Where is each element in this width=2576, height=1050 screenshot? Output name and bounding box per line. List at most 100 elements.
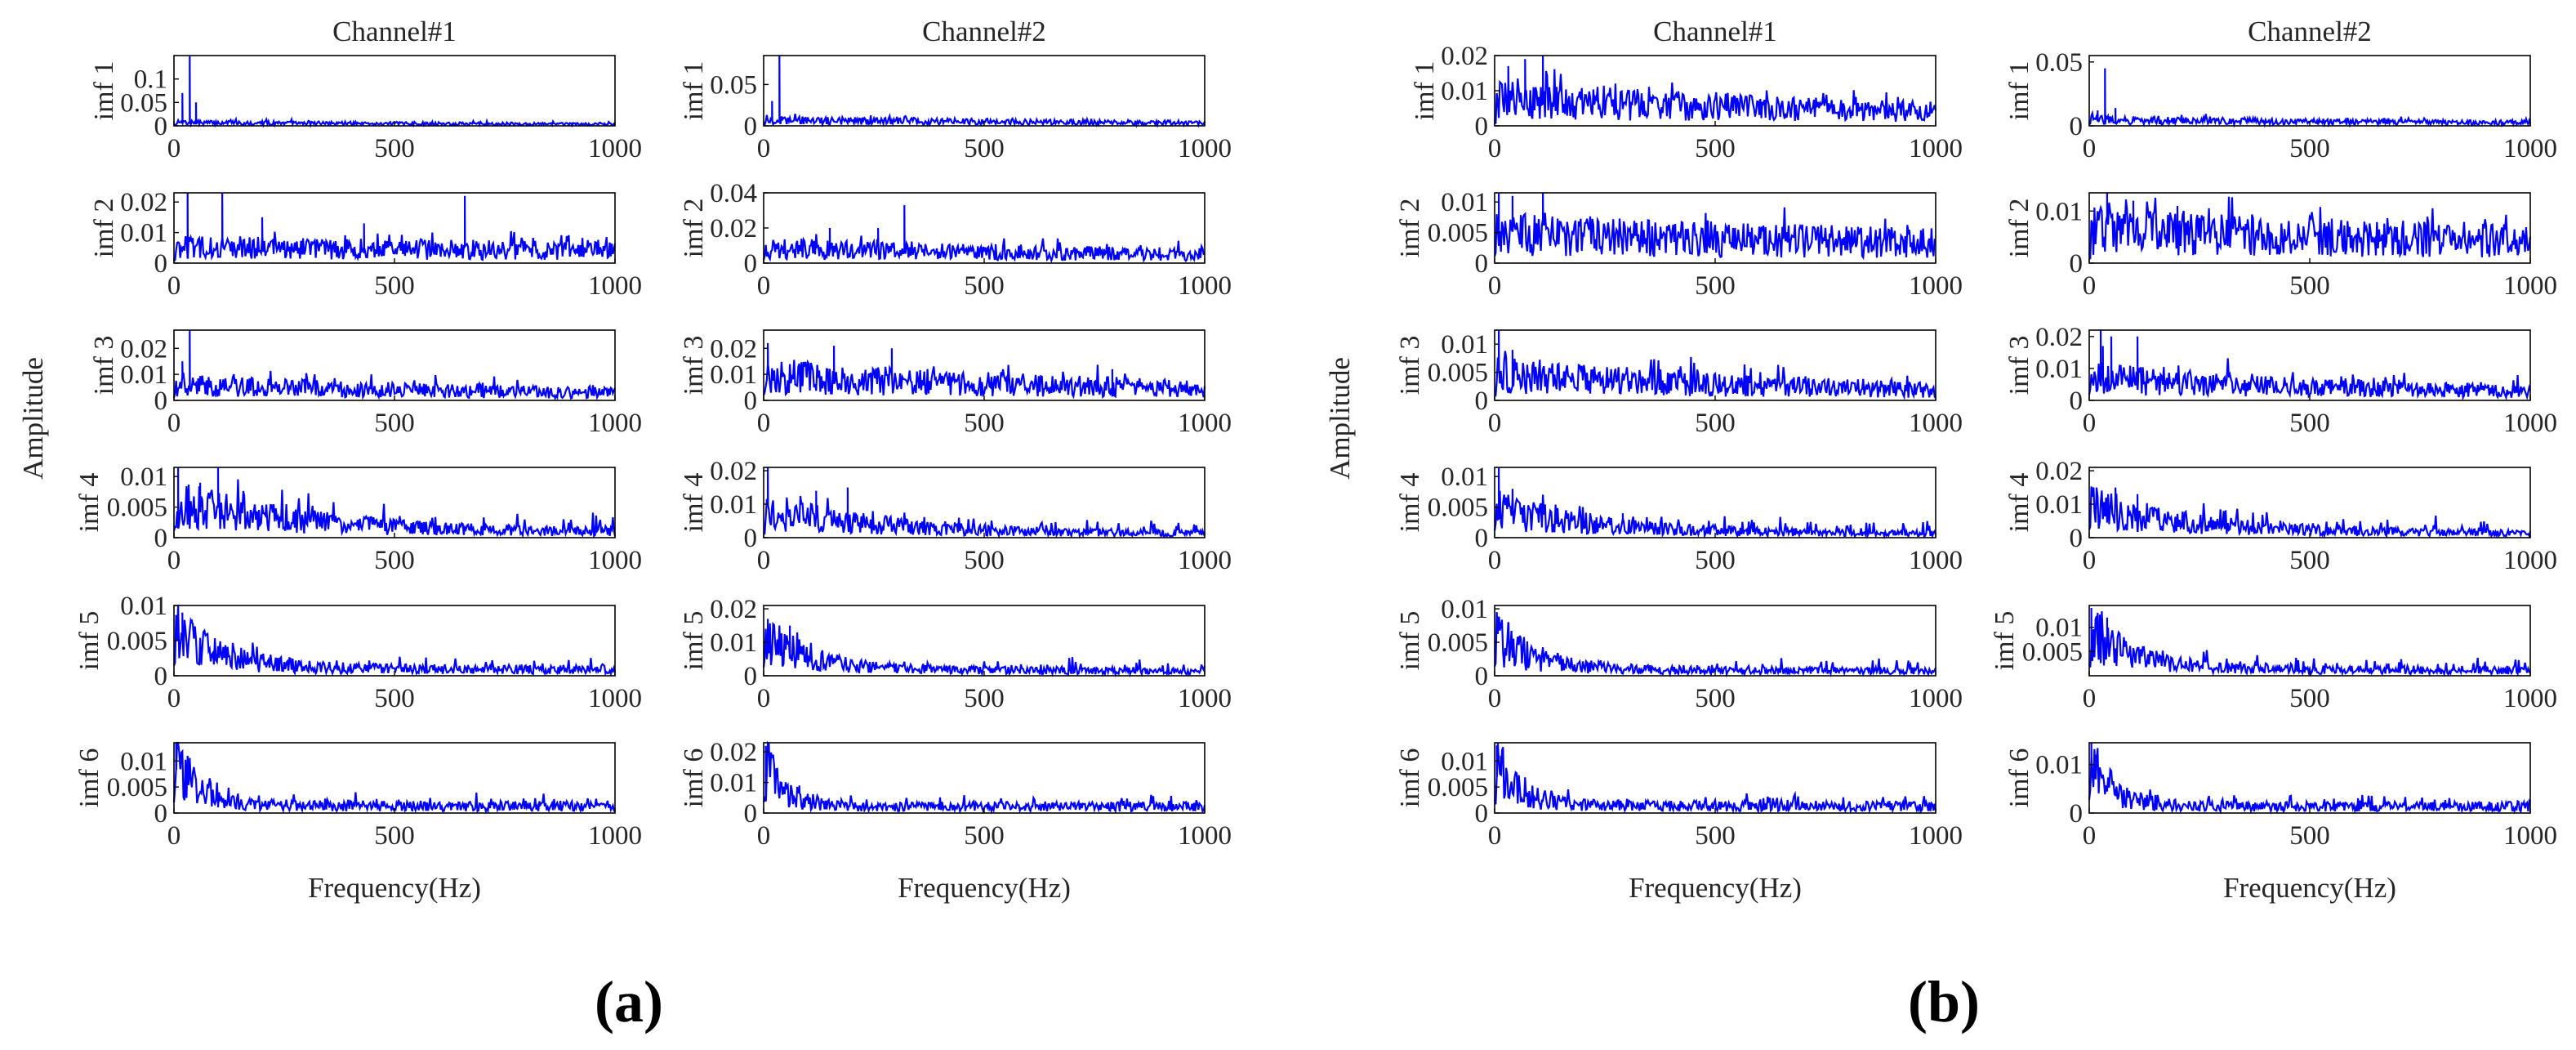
signal-line [2088, 192, 2532, 260]
x-tick-label: 1000 [2503, 134, 2557, 163]
y-tick-label: 0.005 [1428, 219, 1488, 248]
y-tick-label: 0 [744, 112, 758, 141]
x-tick-label: 500 [964, 134, 1005, 163]
y-axis-label: imf 2 [1395, 199, 1425, 258]
x-tick-label: 500 [1695, 821, 1736, 851]
y-tick-label: 0.01 [120, 592, 167, 621]
x-tick-label: 1000 [1909, 821, 1963, 851]
y-tick-label: 0.01 [2035, 614, 2083, 643]
y-tick-label: 0 [744, 662, 758, 691]
y-tick-label: 0.05 [710, 70, 757, 100]
y-axis-label: imf 3 [1395, 336, 1425, 395]
y-tick-label: 0.01 [120, 462, 167, 492]
x-tick-label: 0 [757, 546, 771, 575]
y-tick-label: 0.005 [107, 627, 167, 656]
y-tick-label: 0.01 [120, 360, 167, 390]
y-axis-label: imf 4 [679, 473, 709, 533]
y-axis-label: imf 1 [679, 61, 709, 121]
y-tick-label: 0.005 [1428, 494, 1488, 523]
x-tick-label: 500 [964, 409, 1005, 438]
x-tick-label: 500 [2289, 821, 2330, 851]
signal-line [2088, 68, 2532, 128]
y-tick-label: 0.01 [1441, 595, 1488, 624]
y-axis-label: imf 2 [89, 199, 119, 258]
x-tick-label: 0 [2083, 546, 2097, 575]
y-axis-label: imf 4 [1395, 473, 1425, 533]
x-tick-label: 0 [1488, 684, 1502, 713]
x-tick-label: 1000 [2503, 409, 2557, 438]
y-tick-label: 0.01 [1441, 77, 1488, 106]
signal-line [762, 342, 1206, 400]
signal-line [174, 192, 617, 261]
y-axis-label: imf 6 [74, 748, 105, 808]
y-tick-label: 0.01 [710, 628, 757, 658]
y-tick-label: 0.01 [2035, 197, 2083, 226]
y-tick-label: 0.02 [710, 214, 757, 244]
y-axis-label: imf 2 [2004, 199, 2035, 258]
x-axis-label: Frequency(Hz) [1629, 872, 1802, 904]
x-tick-label: 0 [757, 821, 771, 851]
x-tick-label: 1000 [588, 684, 642, 713]
y-tick-label: 0.02 [710, 457, 757, 486]
x-tick-label: 0 [1488, 271, 1502, 301]
signal-line [173, 55, 616, 128]
signal-line [762, 205, 1206, 264]
x-tick-label: 0 [757, 409, 771, 438]
x-tick-label: 0 [2083, 271, 2097, 301]
y-tick-label: 0 [154, 249, 168, 279]
x-tick-label: 500 [374, 821, 415, 851]
signal-line [172, 605, 617, 677]
x-axis-label: Frequency(Hz) [2223, 872, 2396, 904]
y-tick-label: 0.1 [134, 65, 167, 95]
y-tick-label: 0 [744, 799, 758, 829]
signal-line [2088, 486, 2532, 539]
x-tick-label: 0 [2083, 684, 2097, 713]
x-tick-label: 1000 [1909, 134, 1963, 163]
x-tick-label: 1000 [588, 821, 642, 851]
amplitude-label-b: Amplitude [1324, 357, 1356, 480]
x-tick-label: 1000 [1909, 684, 1963, 713]
y-tick-label: 0 [744, 524, 758, 553]
y-axis-label: imf 6 [2004, 748, 2035, 808]
y-tick-label: 0 [1475, 524, 1489, 553]
signal-line [172, 467, 617, 539]
y-tick-label: 0.01 [710, 769, 757, 798]
x-tick-label: 0 [167, 409, 181, 438]
signal-line [762, 740, 1206, 815]
y-tick-label: 0.01 [120, 747, 167, 776]
x-tick-label: 0 [2083, 409, 2097, 438]
panel-label-a: (a) [595, 969, 663, 1034]
y-tick-label: 0 [1475, 386, 1489, 416]
y-tick-label: 0 [2070, 386, 2084, 416]
x-tick-label: 500 [2289, 684, 2330, 713]
x-tick-label: 500 [964, 684, 1005, 713]
y-tick-label: 0 [1475, 799, 1489, 829]
x-tick-label: 1000 [1178, 546, 1232, 575]
x-tick-label: 500 [374, 684, 415, 713]
x-tick-label: 1000 [588, 271, 642, 301]
x-tick-label: 1000 [2503, 546, 2557, 575]
signal-line [2088, 329, 2532, 401]
y-tick-label: 0.02 [710, 595, 757, 624]
y-tick-label: 0.01 [710, 490, 757, 520]
x-tick-label: 1000 [588, 409, 642, 438]
y-tick-label: 0.01 [2035, 355, 2083, 384]
x-axis-label: Frequency(Hz) [898, 872, 1071, 904]
y-tick-label: 0.01 [2035, 751, 2083, 780]
